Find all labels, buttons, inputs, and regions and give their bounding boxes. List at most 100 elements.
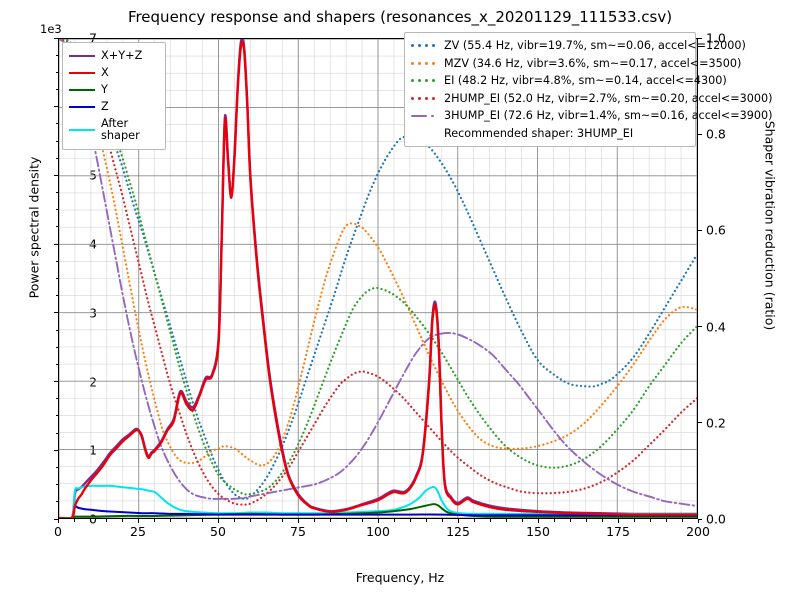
- shaper-legend-swatch: [411, 92, 437, 104]
- x-minor-tick: [489, 519, 491, 522]
- legend-line-swatch: [69, 101, 95, 113]
- y-tick-mark-right: [698, 229, 702, 231]
- x-tick-mark: [217, 519, 219, 523]
- x-minor-tick: [249, 519, 251, 522]
- x-minor-tick: [281, 519, 283, 522]
- shaper-curve-ei: [59, 39, 697, 496]
- legend-line-swatch: [69, 124, 95, 136]
- y-tick-label-right: 1.0: [706, 30, 726, 46]
- x-minor-tick: [505, 519, 507, 522]
- y-tick-mark-right: [698, 422, 702, 424]
- x-minor-tick: [649, 519, 651, 522]
- shaper-legend-label: 3HUMP_EI (72.6 Hz, vibr=1.4%, sm~=0.16, …: [444, 109, 773, 123]
- y-tick-mark-left: [54, 174, 58, 177]
- y-tick-label-right: 0.0: [706, 511, 726, 527]
- x-minor-tick: [361, 519, 363, 522]
- shaper-legend-swatch: [411, 75, 437, 87]
- psd-series-legend: X+Y+Z X Y Z After shaper: [62, 42, 166, 150]
- y-axis-label-right: Shaper vibration reduction (ratio): [762, 120, 778, 331]
- x-minor-tick: [233, 519, 235, 522]
- x-tick-label: 25: [130, 524, 146, 539]
- y-minor-tick-left: [55, 209, 58, 211]
- x-tick-mark: [297, 519, 299, 523]
- x-tick-label: 175: [606, 524, 630, 539]
- shaper-legend-label: ZV (55.4 Hz, vibr=19.7%, sm~=0.06, accel…: [444, 39, 746, 53]
- x-tick-label: 0: [54, 524, 62, 539]
- shaper-curve-2hump_ei: [59, 39, 697, 506]
- y-minor-tick-left: [55, 466, 58, 468]
- legend-label: Y: [101, 82, 108, 96]
- x-minor-tick: [89, 519, 91, 522]
- shaper-legend-label: 2HUMP_EI (52.0 Hz, vibr=2.7%, sm~=0.20, …: [444, 91, 773, 105]
- shaper-legend-swatch: [411, 40, 437, 52]
- x-tick-mark: [697, 519, 699, 523]
- y-axis-offset-text: 1e3: [40, 22, 62, 36]
- x-minor-tick: [553, 519, 555, 522]
- x-minor-tick: [105, 519, 107, 522]
- y-minor-tick-left: [55, 501, 58, 503]
- y-tick-label-right: 0.8: [706, 126, 726, 142]
- shaper-legend-item-2hump_ei: 2HUMP_EI (52.0 Hz, vibr=2.7%, sm~=0.20, …: [411, 90, 772, 108]
- y-tick-mark-left: [54, 312, 58, 314]
- y-tick-label-left: 1: [89, 442, 97, 458]
- shaper-curve-mzv: [59, 39, 697, 467]
- legend-label: X+Y+Z: [101, 48, 143, 62]
- psd-curves: [59, 39, 697, 518]
- x-minor-tick: [601, 519, 603, 522]
- x-minor-tick: [441, 519, 443, 522]
- shaper-legend-label: EI (48.2 Hz, vibr=4.8%, sm~=0.14, accel<…: [444, 74, 727, 88]
- shaper-legend-item-mzv: MZV (34.6 Hz, vibr=3.6%, sm~=0.17, accel…: [411, 55, 741, 73]
- legend-line-swatch: [69, 84, 95, 96]
- x-axis-label: Frequency, Hz: [355, 570, 445, 585]
- x-tick-label: 50: [210, 524, 226, 539]
- y-tick-mark-left: [54, 243, 58, 245]
- x-minor-tick: [585, 519, 587, 522]
- psd-curve-x: [59, 40, 697, 518]
- x-minor-tick: [153, 519, 155, 522]
- y-minor-tick-left: [55, 226, 58, 228]
- legend-item-y: Y: [69, 81, 159, 98]
- y-minor-tick-left: [55, 363, 58, 365]
- psd-curve-after-shaper: [59, 484, 697, 518]
- y-tick-mark-left: [54, 449, 58, 451]
- x-minor-tick: [633, 519, 635, 522]
- y-minor-tick-left: [55, 140, 58, 142]
- x-tick-label: 150: [526, 524, 550, 539]
- legend-item-x-y-z: X+Y+Z: [69, 47, 159, 64]
- x-minor-tick: [201, 519, 203, 522]
- y-minor-tick-left: [55, 123, 58, 125]
- legend-item-x: X: [69, 64, 159, 81]
- legend-label: X: [101, 65, 109, 79]
- legend-label: Z: [101, 99, 109, 113]
- y-tick-mark-right: [698, 326, 702, 328]
- y-tick-label-right: 0.4: [706, 319, 726, 335]
- y-minor-tick-left: [55, 329, 58, 331]
- legend-line-swatch: [69, 67, 95, 79]
- x-minor-tick: [681, 519, 683, 522]
- chart-title: Frequency response and shapers (resonanc…: [127, 8, 673, 26]
- y-minor-tick-left: [55, 89, 58, 91]
- shaper-curve-zv: [59, 39, 697, 501]
- x-minor-tick: [665, 519, 667, 522]
- shaper-legend-item-zv: ZV (55.4 Hz, vibr=19.7%, sm~=0.06, accel…: [411, 37, 746, 55]
- recommended-shaper-text: Recommended shaper: 3HUMP_EI: [444, 126, 634, 140]
- x-minor-tick: [409, 519, 411, 522]
- x-tick-label: 200: [686, 524, 710, 539]
- x-minor-tick: [569, 519, 571, 522]
- x-tick-mark: [537, 519, 539, 523]
- x-minor-tick: [169, 519, 171, 522]
- y-tick-mark-right: [698, 37, 702, 39]
- y-minor-tick-left: [55, 346, 58, 348]
- shaper-legend-label: MZV (34.6 Hz, vibr=3.6%, sm~=0.17, accel…: [444, 56, 742, 70]
- y-minor-tick-left: [55, 157, 58, 159]
- y-tick-mark-left: [54, 381, 58, 383]
- y-tick-label-right: 0.2: [706, 415, 726, 431]
- y-minor-tick-left: [55, 278, 58, 279]
- x-minor-tick: [329, 519, 331, 522]
- x-minor-tick: [425, 519, 427, 522]
- x-minor-tick: [121, 519, 123, 522]
- x-tick-label: 75: [290, 524, 306, 539]
- shaper-legend-item-ei: EI (48.2 Hz, vibr=4.8%, sm~=0.14, accel<…: [411, 72, 727, 90]
- x-minor-tick: [393, 519, 395, 522]
